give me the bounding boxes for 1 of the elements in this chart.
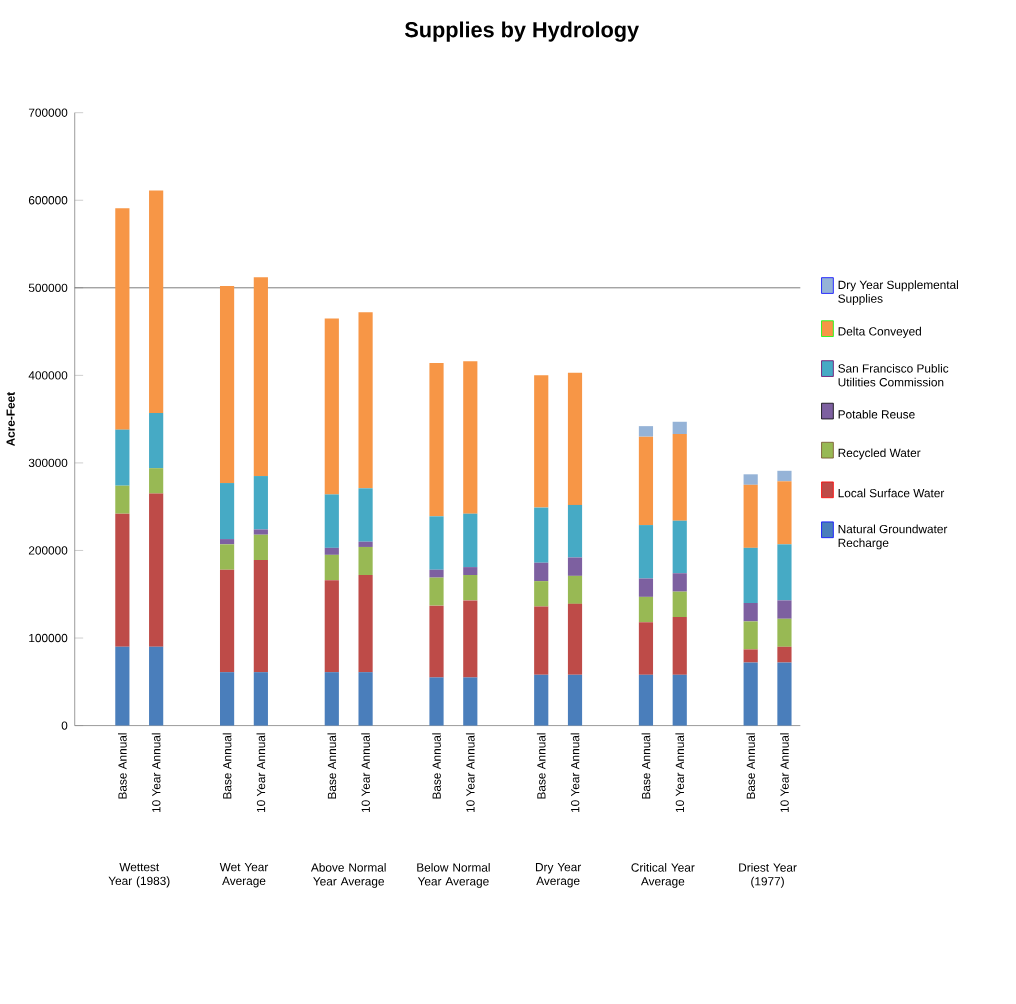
chart-title: Supplies by Hydrology xyxy=(404,21,639,42)
